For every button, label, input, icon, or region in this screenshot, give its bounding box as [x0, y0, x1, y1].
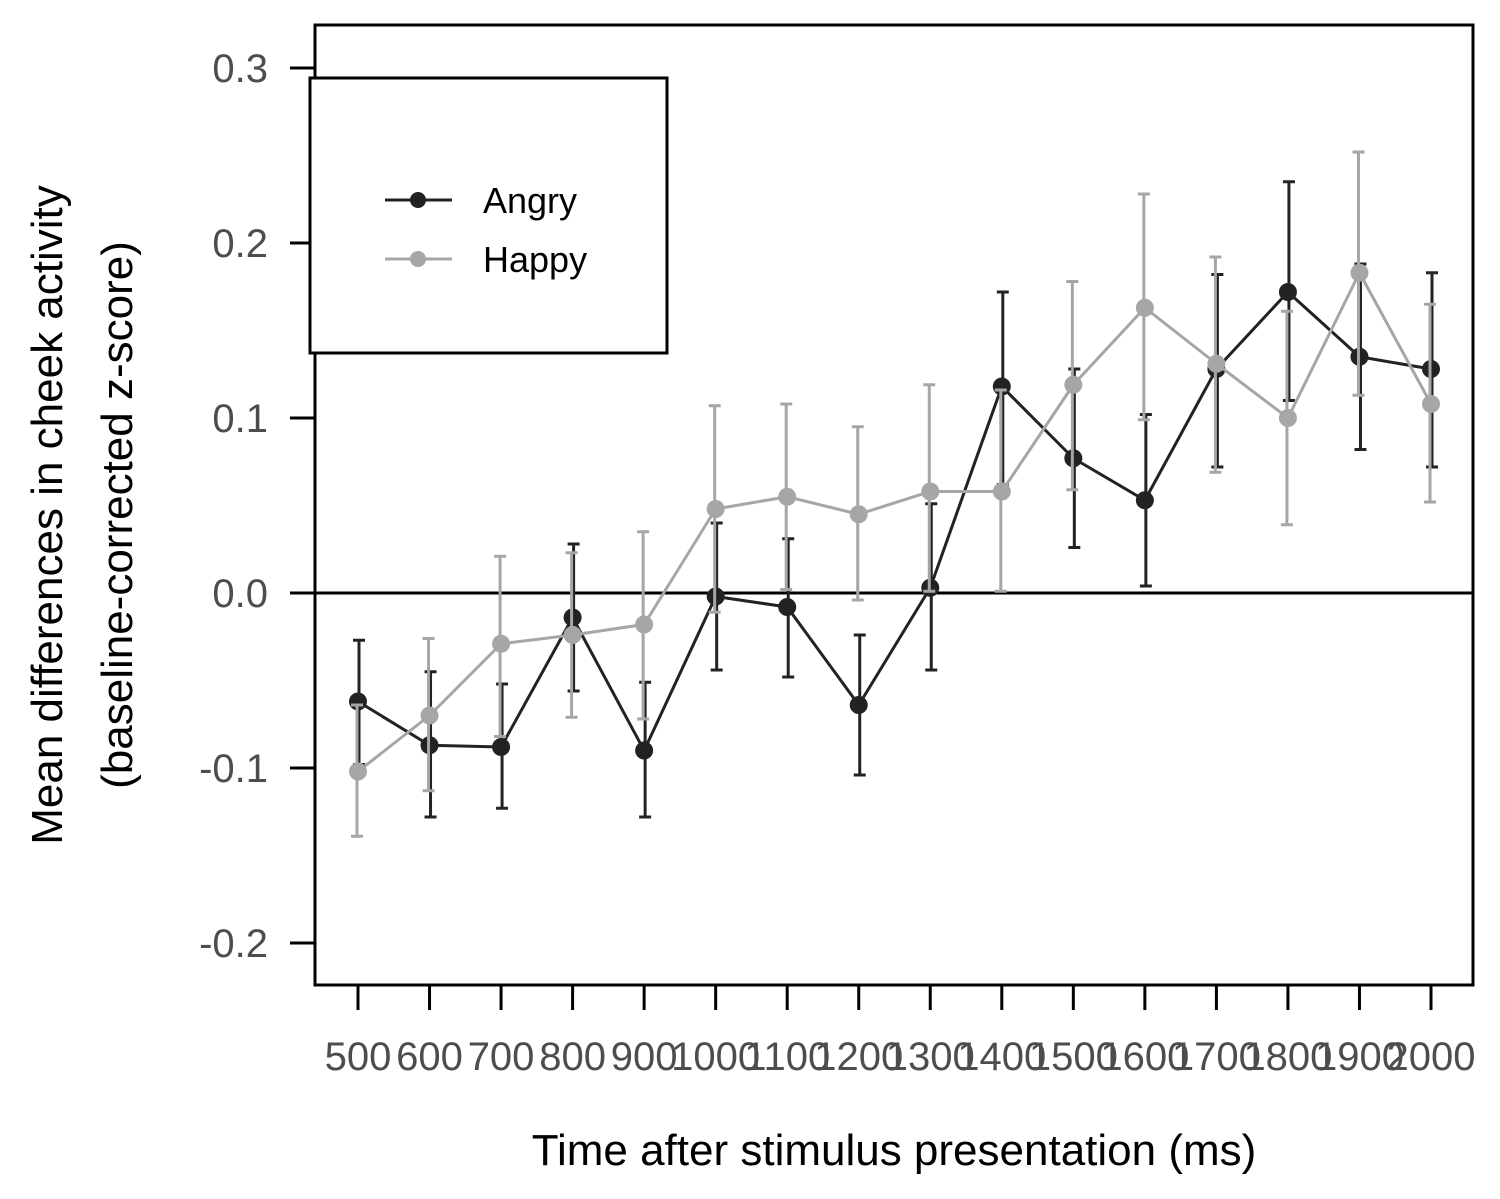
- data-point-happy: [1350, 263, 1369, 282]
- legend-label-happy: Happy: [483, 239, 587, 280]
- x-tick-label: 700: [468, 1035, 535, 1079]
- x-tick-label: 1100: [744, 1035, 830, 1079]
- x-tick-label: 1800: [1243, 1035, 1332, 1079]
- y-tick-label: 0.0: [212, 572, 268, 616]
- data-point-happy: [992, 482, 1011, 501]
- data-point-happy: [921, 482, 940, 501]
- data-point-angry: [849, 696, 868, 714]
- y-axis: -0.2 -0.1 0.0 0.1 0.2 0.3: [199, 47, 315, 966]
- y-tick-label: -0.1: [199, 747, 268, 791]
- legend-box: [308, 76, 669, 355]
- x-tick-label: 800: [539, 1035, 606, 1079]
- legend-label-angry: Angry: [483, 180, 577, 221]
- data-point-angry: [635, 741, 654, 760]
- data-point-happy: [420, 706, 439, 725]
- data-point-happy: [1135, 298, 1154, 317]
- x-tick-label: 1400: [957, 1035, 1046, 1079]
- y-tick-label: 0.2: [212, 222, 268, 266]
- data-point-happy: [1064, 375, 1083, 394]
- x-tick-label: 2000: [1387, 1035, 1476, 1079]
- data-point-happy: [349, 762, 367, 781]
- data-point-happy: [563, 626, 582, 644]
- x-tick-label: 600: [396, 1035, 463, 1079]
- x-tick-label: 900: [611, 1035, 678, 1079]
- data-point-angry: [778, 598, 797, 616]
- series-layer: [349, 150, 1440, 838]
- x-tick-label: 1300: [886, 1035, 975, 1079]
- data-point-happy: [706, 500, 725, 518]
- y-axis-title-line-1: Mean differences in cheek activity: [23, 185, 72, 845]
- x-tick-label: 500: [325, 1035, 392, 1079]
- x-tick-label: 1000: [671, 1035, 760, 1079]
- series-happy: [349, 150, 1440, 838]
- x-axis: 500 600 700 800 9001000110012001300140015001…: [325, 985, 1476, 1079]
- plot-frame: [313, 23, 1475, 987]
- data-point-happy: [778, 487, 797, 506]
- legend-swatch-marker-happy: [410, 251, 426, 267]
- x-tick-label: 1200: [814, 1035, 903, 1079]
- y-axis-title-line-2: (baseline-corrected z-score): [93, 241, 142, 789]
- x-tick-label: 1600: [1100, 1035, 1189, 1079]
- data-point-angry: [1278, 283, 1297, 301]
- y-tick-label: -0.2: [199, 922, 268, 966]
- y-tick-label: 0.3: [212, 47, 268, 91]
- x-tick-label: 1700: [1172, 1035, 1261, 1079]
- data-point-happy: [849, 505, 868, 524]
- x-tick-label: 1900: [1315, 1035, 1404, 1079]
- data-point-happy: [1422, 395, 1440, 413]
- legend-swatch-marker-angry: [410, 192, 426, 208]
- x-axis-title: Time after stimulus presentation (ms): [532, 1126, 1257, 1175]
- data-point-happy: [1207, 354, 1226, 373]
- data-point-angry: [1135, 491, 1154, 510]
- data-point-happy: [492, 634, 511, 653]
- x-tick-label: 1500: [1029, 1035, 1118, 1079]
- series-line-angry: [357, 290, 1432, 752]
- data-point-happy: [635, 615, 654, 634]
- legend: Angry Happy: [308, 76, 669, 355]
- data-point-angry: [492, 738, 511, 756]
- data-point-happy: [1278, 409, 1297, 427]
- y-tick-label: 0.1: [212, 397, 268, 441]
- series-line-happy: [357, 271, 1433, 773]
